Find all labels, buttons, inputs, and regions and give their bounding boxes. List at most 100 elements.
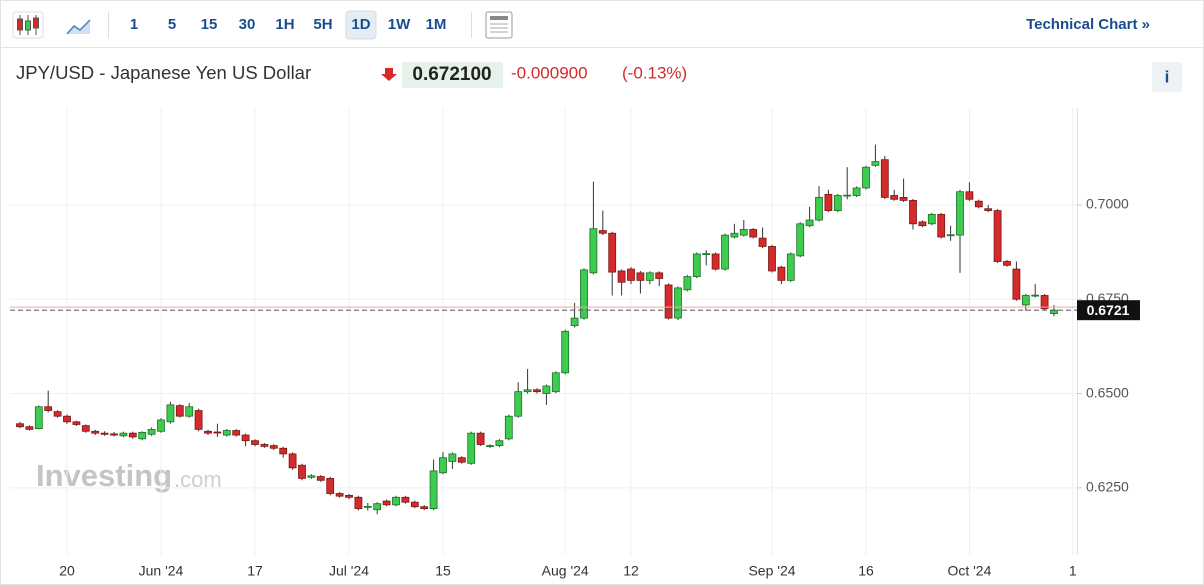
y-tick-label: 0.7000: [1086, 196, 1129, 212]
candle-body: [608, 232, 617, 273]
candle-body: [739, 229, 748, 236]
price: 0.672100: [412, 64, 491, 85]
change-percent: (-0.13%): [622, 63, 687, 82]
x-tick-label: Aug '24: [542, 563, 589, 579]
candle-body: [157, 419, 165, 432]
interval-button[interactable]: 15: [201, 16, 218, 33]
candle-body: [918, 221, 927, 227]
candle-body: [119, 432, 128, 437]
interval-active-bg[interactable]: [345, 10, 377, 40]
candle-body: [345, 494, 353, 498]
candle-body: [899, 196, 908, 201]
candle-body: [758, 237, 767, 247]
candle-body: [486, 445, 494, 448]
candle-body: [504, 415, 513, 440]
candle-body: [100, 432, 109, 435]
interval-button[interactable]: 1D: [351, 16, 370, 33]
candle-body: [185, 406, 194, 417]
candle-body: [805, 219, 814, 227]
candle-body: [1031, 294, 1040, 297]
candle-body: [91, 430, 100, 434]
interval-button[interactable]: 1W: [388, 16, 411, 33]
area-icon[interactable]: [66, 19, 91, 35]
candle-body: [457, 457, 466, 463]
candle-body: [523, 389, 532, 393]
candle-body: [617, 270, 626, 283]
candle-body: [16, 423, 24, 428]
x-tick-label: Jun '24: [139, 563, 184, 579]
candle-body: [232, 430, 241, 436]
candle-body: [72, 421, 81, 425]
candle-body: [946, 234, 955, 237]
candle-body: [561, 330, 570, 374]
candle-body: [580, 269, 588, 319]
candle-body: [241, 434, 250, 442]
candle-body: [44, 406, 53, 411]
candle-body: [429, 470, 438, 510]
candle-body: [645, 272, 654, 281]
candle-body: [589, 228, 598, 274]
x-tick-label: 16: [858, 563, 874, 579]
interval-button[interactable]: 1: [130, 16, 138, 33]
candle-body: [965, 191, 974, 200]
candle-body: [138, 432, 147, 440]
candle-body: [307, 475, 316, 478]
down-arrow: [381, 68, 397, 81]
candle-body: [927, 213, 936, 225]
candle-body: [335, 493, 344, 497]
x-tick-label: Jul '24: [329, 563, 369, 579]
x-tick-label: 1: [1069, 563, 1077, 579]
candle-body: [354, 496, 363, 510]
candle-body: [598, 230, 607, 234]
technical-chart-link[interactable]: Technical Chart »: [1026, 16, 1150, 33]
candle-body: [843, 194, 852, 197]
candle-body: [721, 234, 729, 270]
interval-button[interactable]: 1M: [426, 16, 447, 33]
candle-body: [194, 410, 203, 430]
candle-body: [890, 195, 899, 200]
candle-body: [166, 404, 175, 423]
candle-body: [664, 284, 673, 319]
candle-body: [401, 496, 410, 503]
candle-body: [204, 430, 212, 434]
candle-icon[interactable]: [12, 11, 44, 39]
candle-body: [269, 445, 278, 449]
candle-body: [655, 272, 664, 279]
interval-button[interactable]: 5: [168, 16, 176, 33]
candle-body: [326, 478, 335, 494]
candle-body: [984, 208, 993, 212]
candle-body: [636, 272, 645, 281]
candle-body: [420, 506, 429, 510]
candle-body: [288, 453, 297, 469]
candle-body: [683, 276, 692, 291]
interval-button[interactable]: 5H: [313, 16, 332, 33]
candle-body: [128, 432, 137, 438]
table-icon[interactable]: [485, 11, 513, 39]
candle-body: [768, 246, 776, 272]
interval-button[interactable]: 1H: [275, 16, 294, 33]
candle-body: [53, 411, 62, 417]
candle-body: [514, 391, 523, 417]
instrument-title: JPY/USD - Japanese Yen US Dollar: [16, 62, 311, 83]
candle-body: [495, 440, 504, 447]
candle-body: [993, 210, 1002, 262]
x-tick-label: 17: [247, 563, 263, 579]
candle-body: [279, 447, 288, 455]
candle-body: [175, 405, 184, 417]
x-tick-label: 12: [623, 563, 639, 579]
interval-button[interactable]: 30: [239, 16, 256, 33]
x-tick-label: 20: [59, 563, 75, 579]
info-button[interactable]: [1152, 62, 1182, 92]
candle-body: [937, 213, 946, 238]
candle-body: [533, 389, 541, 393]
candle-body: [222, 430, 231, 436]
candle-body: [1003, 261, 1011, 266]
candle-body: [871, 161, 880, 166]
info-label[interactable]: i: [1165, 67, 1170, 86]
candle-body: [1050, 309, 1058, 314]
candle-body: [260, 444, 269, 447]
candle-body: [815, 196, 823, 221]
candle-body: [674, 287, 682, 319]
